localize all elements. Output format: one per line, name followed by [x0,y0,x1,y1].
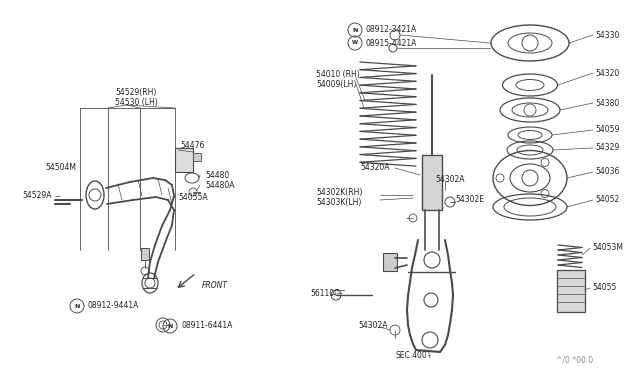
Text: 54059: 54059 [595,125,620,135]
Text: 54055A: 54055A [178,192,207,202]
Text: SEC.400: SEC.400 [396,350,428,359]
Bar [422,155,442,210]
Bar [383,253,397,271]
Text: 08912-9441A: 08912-9441A [88,301,140,311]
Bar [141,248,149,260]
Text: 54320A: 54320A [360,164,390,173]
Text: W: W [352,41,358,45]
Text: 54052: 54052 [595,196,620,205]
Text: 54476: 54476 [180,141,204,150]
Text: 54504M: 54504M [45,163,76,171]
Text: FRONT: FRONT [202,280,228,289]
Text: 54055: 54055 [592,283,616,292]
Text: 08912-3421A: 08912-3421A [365,26,416,35]
Bar [557,270,585,312]
Text: 54529(RH): 54529(RH) [115,89,156,97]
Text: 54036: 54036 [595,167,620,176]
Text: 54330: 54330 [595,31,620,39]
Text: 54530 (LH): 54530 (LH) [115,97,157,106]
Text: N: N [74,304,80,308]
Text: 54480A: 54480A [205,180,234,189]
Text: 54009(LH): 54009(LH) [316,80,356,90]
Text: 56110C: 56110C [310,289,339,298]
Text: 54053M: 54053M [592,244,623,253]
Text: 54529A: 54529A [22,192,51,201]
Text: 54303K(LH): 54303K(LH) [316,198,362,206]
Text: 54480: 54480 [205,170,229,180]
Text: 54302K(RH): 54302K(RH) [316,187,362,196]
Text: 08911-6441A: 08911-6441A [181,321,232,330]
Text: N: N [352,28,358,32]
Text: 54380: 54380 [595,99,620,108]
Text: 54010 (RH): 54010 (RH) [316,71,360,80]
Text: N: N [167,324,173,328]
Text: 54302A: 54302A [435,176,465,185]
Text: ^/0 *00 0: ^/0 *00 0 [556,356,593,365]
Text: 54302E: 54302E [455,196,484,205]
Text: 54329: 54329 [595,144,620,153]
Text: 54302A: 54302A [358,321,387,330]
Text: 08915-4421A: 08915-4421A [365,38,417,48]
Text: 54320: 54320 [595,68,620,77]
Bar [175,148,193,172]
Bar [193,153,201,161]
